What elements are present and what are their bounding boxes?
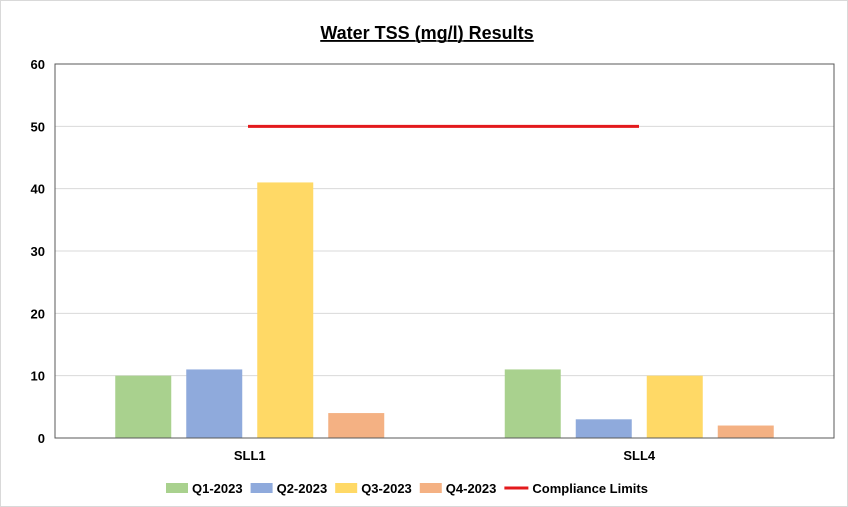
- x-category-label: SLL1: [234, 448, 266, 463]
- y-tick-label: 0: [38, 431, 45, 446]
- legend: Q1-2023 Q2-2023 Q3-2023 Q4-2023 Compliance L…: [166, 481, 648, 496]
- legend-swatch: [419, 483, 442, 493]
- bar-Q2-2023-SLL1: [186, 369, 243, 438]
- x-category-label: SLL4: [623, 448, 656, 463]
- legend-label: Q3-2023: [361, 481, 412, 496]
- bar-Q3-2023-SLL4: [646, 375, 703, 438]
- bars: [115, 182, 774, 438]
- bar-Q1-2023-SLL4: [504, 369, 561, 438]
- legend-label: Q4-2023: [446, 481, 497, 496]
- bar-Q4-2023-SLL1: [328, 413, 385, 438]
- y-tick-label: 60: [31, 57, 45, 72]
- x-axis: SLL1 SLL4: [234, 448, 656, 463]
- y-axis: 0 10 20 30 40 50 60: [31, 57, 45, 446]
- plot-area-border: [54, 63, 835, 439]
- grid-lines: [55, 63, 834, 439]
- legend-label: Compliance Limits: [532, 481, 648, 496]
- legend-label: Q2-2023: [277, 481, 328, 496]
- y-tick-label: 30: [31, 244, 45, 259]
- y-tick-label: 10: [31, 369, 45, 384]
- bar-Q2-2023-SLL4: [575, 419, 632, 438]
- bar-Q1-2023-SLL1: [115, 375, 172, 438]
- y-tick-label: 20: [31, 306, 45, 321]
- chart-title: Water TSS (mg/l) Results: [320, 23, 533, 43]
- y-tick-label: 50: [31, 119, 45, 134]
- legend-label: Q1-2023: [192, 481, 243, 496]
- bar-Q4-2023-SLL4: [717, 425, 774, 438]
- legend-swatch: [166, 483, 188, 493]
- y-tick-label: 40: [31, 182, 45, 197]
- legend-swatch: [250, 483, 273, 493]
- legend-swatch: [335, 483, 358, 493]
- bar-Q3-2023-SLL1: [257, 182, 314, 438]
